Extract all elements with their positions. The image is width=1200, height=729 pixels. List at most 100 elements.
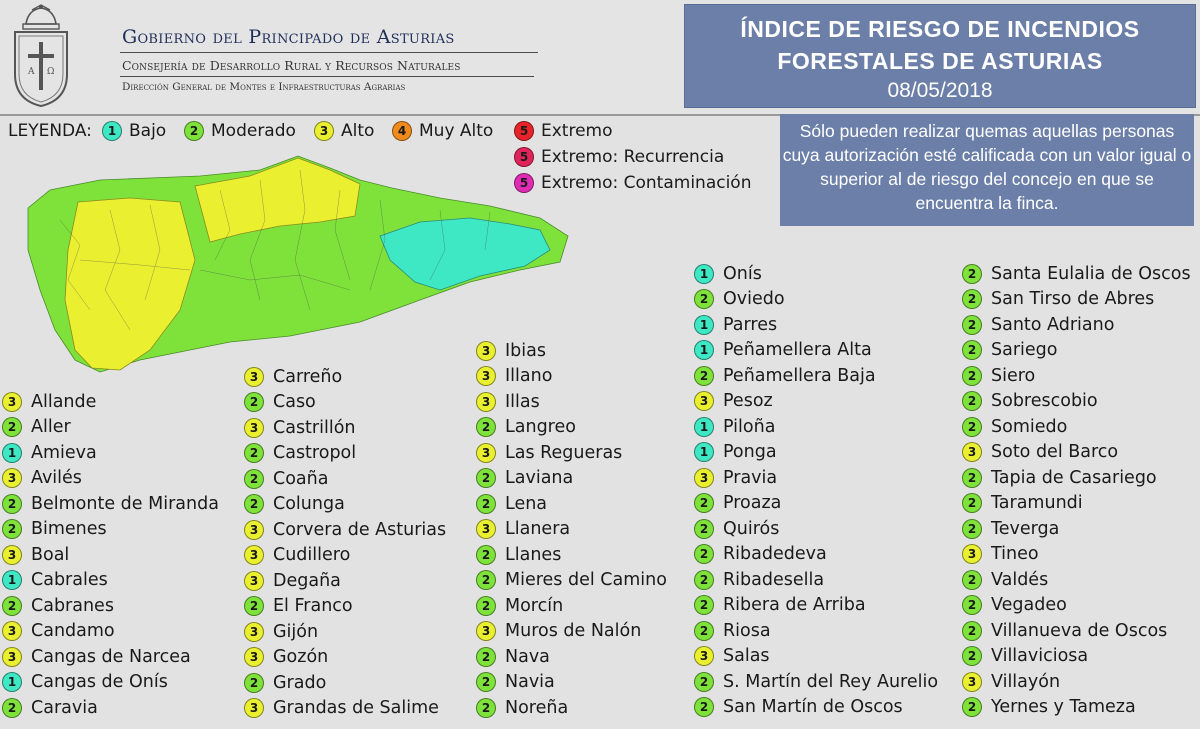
list-item: 2 Taramundi <box>962 491 1191 517</box>
list-item: 2 Peñamellera Baja <box>694 363 938 389</box>
risk-badge: 2 <box>962 263 982 284</box>
municipality-name: Corvera de Asturias <box>273 519 447 540</box>
risk-badge: 2 <box>694 544 714 565</box>
risk-badge: 2 <box>694 671 714 692</box>
municipality-name: Santa Eulalia de Oscos <box>991 263 1191 284</box>
list-item: 3 Tineo <box>962 542 1191 568</box>
list-item: 2 Belmonte de Miranda <box>2 491 219 517</box>
list-item: 2 Riosa <box>694 618 938 644</box>
list-item: 1 Onís <box>694 261 938 287</box>
municipality-name: Villanueva de Oscos <box>991 620 1168 641</box>
risk-badge: 1 <box>102 121 122 141</box>
municipality-name: Muros de Nalón <box>505 621 642 642</box>
legend-item-extremo-contaminacion: 5 Extremo: Contaminación <box>514 173 751 193</box>
risk-badge: 3 <box>2 391 22 412</box>
list-item: 3 Villayón <box>962 669 1191 695</box>
municipality-name: Valdés <box>991 569 1049 590</box>
risk-badge: 1 <box>694 340 714 361</box>
list-item: 2 Vegadeo <box>962 593 1191 619</box>
risk-badge: 2 <box>476 544 496 565</box>
risk-badge: 3 <box>2 544 22 565</box>
list-item: 2 Yernes y Tameza <box>962 695 1191 721</box>
risk-badge: 2 <box>476 595 496 616</box>
divider <box>120 76 534 77</box>
risk-badge: 2 <box>244 596 264 617</box>
list-item: 2 Tapia de Casariego <box>962 465 1191 491</box>
risk-badge: 5 <box>514 121 534 141</box>
list-item: 3 Carreño <box>244 364 446 390</box>
risk-badge: 3 <box>314 121 334 141</box>
list-item: 3 Grandas de Salime <box>244 696 446 722</box>
list-item: 2 Bimenes <box>2 517 219 543</box>
municipality-name: Ribera de Arriba <box>723 595 866 616</box>
list-item: 3 Las Regueras <box>476 440 667 466</box>
map-region-alto-west <box>64 197 196 371</box>
municipality-name: Tineo <box>991 544 1039 565</box>
list-item: 3 Gijón <box>244 619 446 645</box>
risk-badge: 3 <box>694 391 714 412</box>
list-item: 3 Pesoz <box>694 389 938 415</box>
legend-text: Extremo: Contaminación <box>541 173 752 193</box>
risk-badge: 3 <box>244 545 264 566</box>
list-item: 2 Proaza <box>694 491 938 517</box>
list-item: 3 Illano <box>476 364 667 390</box>
municipality-name: Sobrescobio <box>991 391 1098 412</box>
list-item: 1 Parres <box>694 312 938 338</box>
risk-badge: 1 <box>2 672 22 693</box>
municipality-name: Cabranes <box>31 595 114 616</box>
risk-badge: 5 <box>514 147 534 167</box>
municipality-name: Belmonte de Miranda <box>31 493 219 514</box>
risk-badge: 3 <box>476 340 496 361</box>
municipality-name: Bimenes <box>31 519 107 540</box>
municipality-name: Teverga <box>991 518 1060 539</box>
municipality-name: Las Regueras <box>505 442 623 463</box>
municipality-name: Grandas de Salime <box>273 698 439 719</box>
municipality-name: Boal <box>31 544 70 565</box>
municipality-name: Gijón <box>273 621 319 642</box>
risk-badge: 3 <box>244 647 264 668</box>
risk-badge: 2 <box>476 493 496 514</box>
list-item: 3 Salas <box>694 644 938 670</box>
municipality-name: Ponga <box>723 442 777 463</box>
risk-badge: 2 <box>694 365 714 386</box>
risk-badge: 2 <box>244 392 264 413</box>
municipality-name: Ribadedeva <box>723 544 827 565</box>
list-item: 2 Cabranes <box>2 593 219 619</box>
municipality-name: Soto del Barco <box>991 442 1119 463</box>
risk-badge: 2 <box>694 518 714 539</box>
list-item: 2 Aller <box>2 415 219 441</box>
municipality-name: Ribadesella <box>723 569 825 590</box>
risk-badge: 2 <box>962 493 982 514</box>
list-item: 2 Morcín <box>476 593 667 619</box>
risk-badge: 1 <box>2 570 22 591</box>
list-item: 1 Peñamellera Alta <box>694 338 938 364</box>
municipality-name: Castrillón <box>273 417 356 438</box>
risk-badge: 3 <box>962 544 982 565</box>
risk-badge: 3 <box>2 621 22 642</box>
municipality-name: Candamo <box>31 621 115 642</box>
municipality-name: Gozón <box>273 647 329 668</box>
list-item: 2 Santa Eulalia de Oscos <box>962 261 1191 287</box>
risk-badge: 2 <box>2 697 22 718</box>
legend-text: Extremo: Recurrencia <box>541 147 725 167</box>
risk-badge: 2 <box>962 595 982 616</box>
municipality-name: El Franco <box>273 596 353 617</box>
list-item: 2 Langreo <box>476 415 667 441</box>
municipality-name: Carreño <box>273 366 343 387</box>
list-item: 2 Ribadesella <box>694 567 938 593</box>
title-box: ÍNDICE DE RIESGO DE INCENDIOS FORESTALES… <box>684 4 1196 108</box>
municipality-name: Cangas de Narcea <box>31 646 191 667</box>
risk-badge: 2 <box>962 314 982 335</box>
municipality-name: Villaviciosa <box>991 646 1089 667</box>
municipality-column-3: 3 Ibias 3 Illano 3 Illas 2 Langreo 3 Las Regu… <box>476 338 667 721</box>
risk-badge: 2 <box>694 620 714 641</box>
list-item: 2 S. Martín del Rey Aurelio <box>694 669 938 695</box>
municipality-name: Grado <box>273 672 327 693</box>
risk-badge: 2 <box>962 467 982 488</box>
list-item: 3 Castrillón <box>244 415 446 441</box>
risk-badge: 3 <box>244 570 264 591</box>
risk-badge: 2 <box>962 391 982 412</box>
risk-badge: 3 <box>476 621 496 642</box>
map-region-alto-center <box>194 157 361 243</box>
municipality-name: Siero <box>991 365 1036 386</box>
